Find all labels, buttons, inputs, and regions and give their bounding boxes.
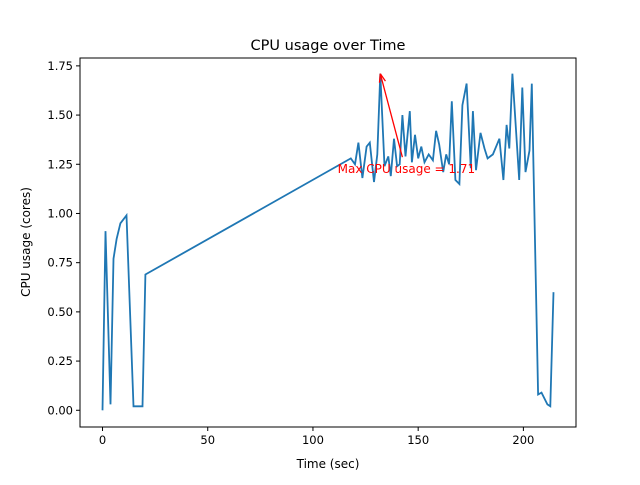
x-tick-label: 100 (302, 433, 324, 447)
y-tick-label: 0.25 (47, 354, 73, 368)
x-tick-label: 200 (512, 433, 534, 447)
y-tick-label: 1.00 (47, 206, 73, 220)
y-tick-label: 0.00 (47, 403, 73, 417)
plot-frame (79, 57, 577, 428)
y-axis-label: CPU usage (cores) (19, 187, 33, 297)
annotation-arrow (379, 73, 404, 158)
x-tick-label: 150 (407, 433, 429, 447)
x-tick-label: 0 (99, 433, 106, 447)
annotation-max-cpu: Max CPU usage = 1.71 (338, 162, 475, 176)
series-line-cpu-usage (101, 73, 555, 411)
chart-title: CPU usage over Time (251, 38, 406, 54)
y-tick-label: 1.25 (47, 157, 73, 171)
x-tick-label: 50 (200, 433, 215, 447)
y-tick-label: 1.50 (47, 108, 73, 122)
y-tick-label: 0.50 (47, 305, 73, 319)
x-axis-label: Time (sec) (296, 457, 360, 471)
annotation-arrowhead (378, 73, 386, 83)
y-tick-label: 1.75 (47, 59, 73, 73)
y-tick-label: 0.75 (47, 256, 73, 270)
